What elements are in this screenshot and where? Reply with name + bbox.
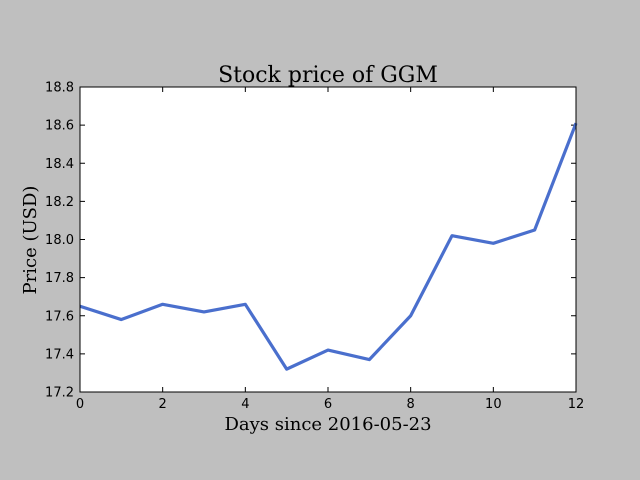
x-tick-label: 2 [159, 397, 167, 412]
x-tick-label: 6 [324, 397, 332, 412]
y-axis-label: Price (USD) [20, 186, 41, 295]
x-tick-label: 4 [241, 397, 249, 412]
y-tick-label: 17.8 [45, 271, 74, 286]
y-tick-label: 18.4 [45, 157, 74, 172]
x-tick-label: 10 [485, 397, 502, 412]
x-axis-label: Days since 2016-05-23 [224, 414, 431, 435]
plot-frame [79, 86, 577, 393]
x-tick-label: 0 [76, 397, 84, 412]
y-tick-label: 17.6 [45, 309, 74, 324]
y-tick-label: 18.6 [45, 119, 74, 134]
y-tick-label: 18.8 [45, 81, 74, 96]
y-tick-label: 18.0 [45, 233, 74, 248]
plot-area [80, 87, 576, 392]
series-line [79, 122, 578, 371]
x-tick-label: 8 [407, 397, 415, 412]
chart-title: Stock price of GGM [218, 63, 438, 88]
y-tick-label: 17.4 [45, 347, 74, 362]
series-layer [79, 122, 578, 371]
y-tick-label: 18.2 [45, 195, 74, 210]
x-tick-label: 12 [568, 397, 585, 412]
y-tick-label: 17.2 [45, 386, 74, 401]
